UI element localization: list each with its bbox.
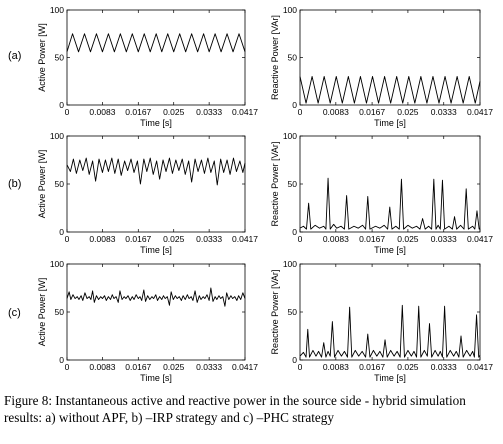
x-tick-label: 0.0083 <box>89 234 115 244</box>
a-active-chart: 0 50 100 0 0.0083 0.0167 0.025 0.0333 0.0417 Time… <box>37 5 258 128</box>
x-tick-label: 0.0083 <box>323 362 349 372</box>
series-line <box>66 157 246 186</box>
series-line <box>66 33 246 53</box>
row-label: (b) <box>8 178 21 190</box>
x-tick-label: 0.0417 <box>467 362 493 372</box>
y-tick-label: 50 <box>288 53 298 63</box>
y-axis-label: Reactive Power [VAr] <box>270 270 280 355</box>
y-tick-label: 50 <box>288 307 298 317</box>
x-tick-label: 0.0083 <box>89 362 115 372</box>
x-tick-label: 0.025 <box>397 362 419 372</box>
x-tick-label: 0.0083 <box>323 234 349 244</box>
x-tick-label: 0 <box>65 107 70 117</box>
x-tick-label: 0.0333 <box>431 234 457 244</box>
y-tick-label: 50 <box>55 53 65 63</box>
x-tick-label: 0.0333 <box>196 362 222 372</box>
x-tick-label: 0.025 <box>163 362 185 372</box>
x-tick-label: 0.0167 <box>125 107 151 117</box>
x-tick-label: 0.0083 <box>323 107 349 117</box>
y-tick-label: 100 <box>283 5 297 15</box>
row-label: (c) <box>8 307 21 319</box>
y-tick-label: 0 <box>292 227 297 237</box>
x-tick-label: 0 <box>298 234 303 244</box>
b-reactive-chart: 0 50 100 0 0.0083 0.0167 0.025 0.0333 0.0417 Time… <box>270 131 493 255</box>
x-tick-label: 0 <box>298 362 303 372</box>
plot-frame <box>299 135 481 233</box>
y-axis-label: Active Power [W] <box>37 278 47 347</box>
x-tick-label: 0.0167 <box>359 234 385 244</box>
y-tick-label: 0 <box>292 355 297 365</box>
x-axis-label: Time [s] <box>140 373 172 383</box>
y-axis-label: Reactive Power [VAr] <box>270 15 280 100</box>
x-axis-label: Time [s] <box>140 118 172 128</box>
x-tick-label: 0.0083 <box>89 107 115 117</box>
x-tick-label: 0.0333 <box>196 107 222 117</box>
x-tick-label: 0.0417 <box>232 362 258 372</box>
plot-frame <box>299 263 481 361</box>
x-tick-label: 0.0167 <box>359 107 385 117</box>
x-tick-label: 0 <box>298 107 303 117</box>
y-tick-label: 100 <box>283 259 297 269</box>
row-label: (a) <box>8 50 21 62</box>
x-tick-label: 0.0417 <box>232 107 258 117</box>
x-tick-label: 0.0167 <box>125 362 151 372</box>
x-tick-label: 0.025 <box>163 107 185 117</box>
y-tick-label: 0 <box>59 100 64 110</box>
series-line <box>66 287 246 307</box>
x-tick-label: 0 <box>65 234 70 244</box>
x-tick-label: 0.025 <box>397 234 419 244</box>
plot-frame <box>66 135 246 233</box>
y-tick-label: 100 <box>50 259 64 269</box>
x-axis-label: Time [s] <box>374 118 406 128</box>
x-tick-label: 0.0417 <box>467 234 493 244</box>
y-tick-label: 100 <box>50 5 64 15</box>
y-tick-label: 0 <box>59 355 64 365</box>
x-tick-label: 0.0417 <box>232 234 258 244</box>
x-tick-label: 0.0333 <box>431 362 457 372</box>
series-line <box>299 177 481 230</box>
x-tick-label: 0.025 <box>163 234 185 244</box>
y-axis-label: Active Power [W] <box>37 23 47 92</box>
c-active-chart: 0 50 100 0 0.0083 0.0167 0.025 0.0333 0.0417 Time… <box>37 259 258 383</box>
plot-frame <box>66 9 246 106</box>
y-axis-label: Reactive Power [VAr] <box>270 142 280 227</box>
b-active-chart: 0 50 100 0 0.0083 0.0167 0.025 0.0333 0.0417 Time… <box>37 131 258 255</box>
y-tick-label: 50 <box>55 307 65 317</box>
plot-frame <box>66 263 246 361</box>
y-tick-label: 50 <box>55 179 65 189</box>
y-tick-label: 100 <box>283 131 297 141</box>
y-tick-label: 0 <box>59 227 64 237</box>
y-tick-label: 50 <box>288 179 298 189</box>
x-tick-label: 0.0417 <box>467 107 493 117</box>
x-tick-label: 0.025 <box>397 107 419 117</box>
x-tick-label: 0.0333 <box>431 107 457 117</box>
y-tick-label: 0 <box>292 100 297 110</box>
y-axis-label: Active Power [W] <box>37 150 47 219</box>
series-line <box>299 76 481 104</box>
x-axis-label: Time [s] <box>374 373 406 383</box>
c-reactive-chart: 0 50 100 0 0.0083 0.0167 0.025 0.0333 0.0417 Time… <box>270 259 493 383</box>
series-line <box>299 304 481 358</box>
x-tick-label: 0.0167 <box>125 234 151 244</box>
x-axis-label: Time [s] <box>140 245 172 255</box>
x-axis-label: Time [s] <box>374 245 406 255</box>
y-tick-label: 100 <box>50 131 64 141</box>
x-tick-label: 0.0333 <box>196 234 222 244</box>
x-tick-label: 0.0167 <box>359 362 385 372</box>
figure-caption: Figure 8: Instantaneous active and react… <box>4 393 466 425</box>
x-tick-label: 0 <box>65 362 70 372</box>
a-reactive-chart: 0 50 100 0 0.0083 0.0167 0.025 0.0333 0.0417 Time… <box>270 5 493 128</box>
